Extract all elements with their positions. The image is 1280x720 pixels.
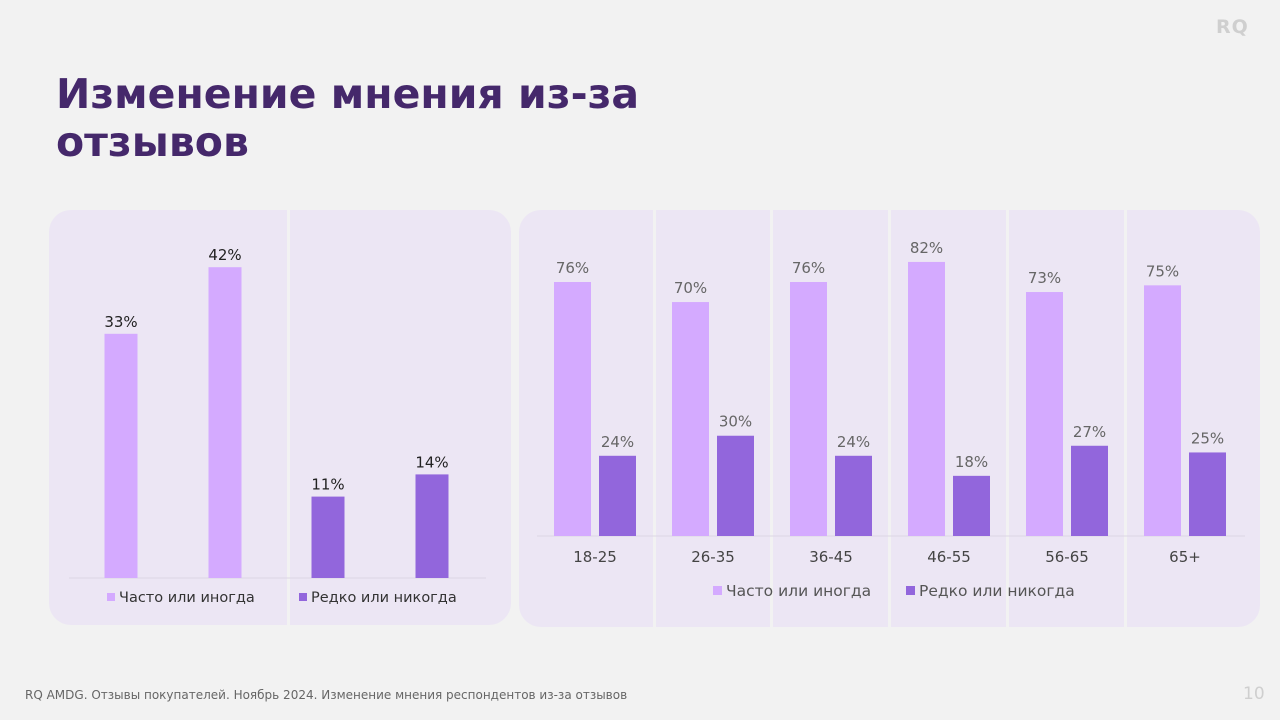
legend-often-label: Часто или иногда [119,590,255,606]
bar-rare [953,475,990,536]
legend-rare-swatch [906,586,915,595]
bar-overall [415,474,449,578]
x-tick-label: 26-35 [691,548,735,566]
data-label: 27% [1073,423,1106,441]
data-label: 33% [104,313,137,331]
bar-often [672,302,709,536]
bar-overall [104,333,138,578]
bar-often [1144,285,1181,536]
footer-source: RQ AMDG. Отзывы покупателей. Ноябрь 2024… [25,688,628,702]
data-label: 76% [792,259,825,277]
data-label: 73% [1028,269,1061,287]
group-divider [888,210,891,627]
group-divider [1006,210,1009,627]
legend-often-label: Часто или иногда [726,582,871,600]
age-chart-panel: 76% 24% 18-25 70% 30% 26-35 76% 24% 36-45 82% 18% 4… [519,210,1260,627]
bar-rare [599,455,636,536]
data-label: 11% [311,476,344,494]
data-label: 75% [1146,262,1179,280]
bar-often [554,282,591,536]
bar-overall [208,267,242,578]
group-divider [1124,210,1127,627]
bar-often [908,261,945,536]
bar-rare [1189,452,1226,536]
data-label: 14% [415,453,448,471]
group-divider [653,210,656,627]
bar-overall [311,496,345,578]
bar-rare [1071,445,1108,536]
group-divider [287,210,290,625]
legend-rare-label: Редко или никогда [311,590,457,606]
data-label: 82% [910,239,943,257]
legend-rare-swatch [299,593,307,601]
data-label: 25% [1191,429,1224,447]
x-tick-label: 56-65 [1045,548,1089,566]
age-chart: 76% 24% 18-25 70% 30% 26-35 76% 24% 36-45 82% 18% 4… [537,210,1245,627]
x-tick-label: 46-55 [927,548,971,566]
page-number: 10 [1243,684,1265,704]
bar-often [1026,292,1063,536]
legend-often-swatch [107,593,115,601]
bar-often [790,282,827,536]
data-label: 24% [601,433,634,451]
legend-often-swatch [713,586,722,595]
overall-chart: 33% 42% 11% 14% Часто или иногда Редко или ни… [69,210,486,625]
data-label: 24% [837,433,870,451]
x-tick-label: 36-45 [809,548,853,566]
x-tick-label: 65+ [1169,548,1201,566]
bar-rare [717,435,754,536]
data-label: 18% [955,453,988,471]
data-label: 42% [208,246,241,264]
page-title: Изменение мнения из-за отзывов [56,70,640,166]
data-label: 76% [556,259,589,277]
data-label: 70% [674,279,707,297]
rq-logo: RQ [1216,16,1249,38]
bar-rare [835,455,872,536]
x-tick-label: 18-25 [573,548,617,566]
overall-chart-panel: 33% 42% 11% 14% Часто или иногда Редко или ни… [49,210,511,625]
group-divider [770,210,773,627]
legend-rare-label: Редко или никогда [919,582,1075,600]
data-label: 30% [719,413,752,431]
